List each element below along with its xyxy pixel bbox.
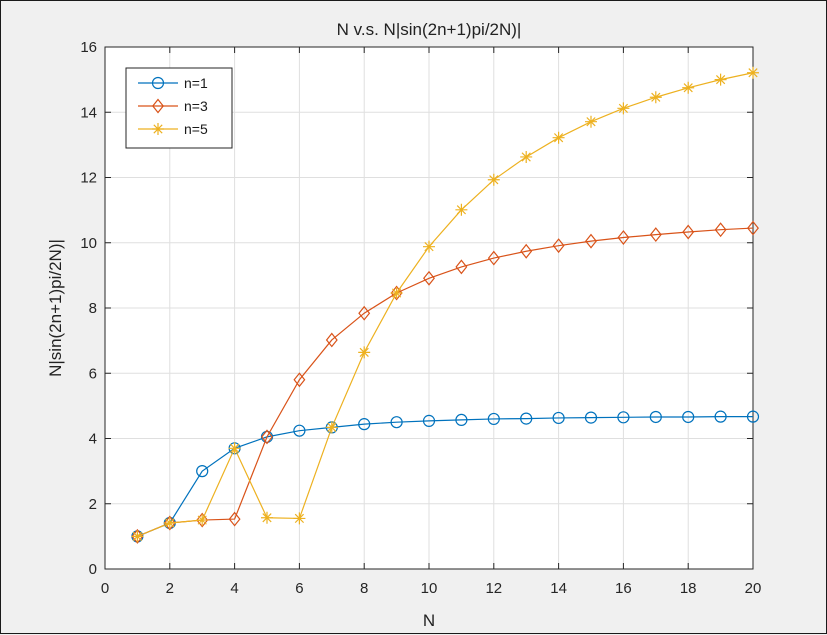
data-point — [293, 512, 306, 525]
data-point — [131, 530, 144, 543]
chart-title: N v.s. N|sin(2n+1)pi/2N)| — [337, 20, 522, 39]
legend-label: n=5 — [184, 121, 208, 137]
data-point — [163, 515, 176, 531]
data-point — [617, 230, 630, 245]
data-point — [163, 516, 176, 529]
legend-marker — [151, 76, 165, 90]
data-point — [196, 514, 209, 527]
data-point — [325, 421, 338, 434]
x-tick-label: 20 — [745, 580, 762, 597]
y-tick-label: 0 — [89, 561, 97, 578]
series-3 — [131, 66, 759, 543]
data-point — [552, 238, 565, 254]
data-point — [325, 332, 338, 348]
data-point — [196, 512, 209, 528]
x-tick-label: 2 — [166, 580, 174, 597]
data-point — [617, 102, 630, 115]
data-point — [682, 224, 695, 240]
series-2 — [131, 220, 759, 544]
data-point — [455, 259, 468, 275]
data-point — [714, 73, 727, 86]
y-tick-label: 8 — [89, 300, 97, 317]
data-point — [358, 346, 371, 359]
series-line — [137, 72, 754, 537]
data-point — [584, 411, 598, 424]
y-tick-label: 14 — [80, 104, 97, 121]
data-point — [520, 412, 533, 425]
data-point — [649, 91, 662, 104]
y-tick-label: 2 — [89, 496, 97, 513]
x-tick-label: 6 — [295, 580, 303, 597]
data-point — [358, 305, 371, 321]
data-point — [617, 411, 630, 424]
data-point — [228, 511, 241, 527]
data-point — [682, 81, 695, 94]
x-tick-label: 4 — [230, 580, 238, 597]
x-tick-label: 18 — [680, 580, 697, 597]
data-point — [714, 410, 727, 423]
data-point — [455, 413, 468, 427]
data-point — [552, 411, 565, 425]
data-point — [390, 285, 403, 301]
data-point — [293, 372, 306, 388]
legend-label: n=3 — [184, 98, 208, 114]
y-axis-label: N|sin(2n+1)pi/2N)| — [46, 239, 65, 377]
x-tick-label: 8 — [360, 580, 368, 597]
x-tick-label: 12 — [485, 580, 502, 597]
data-point — [358, 418, 371, 431]
data-point — [649, 227, 662, 243]
legend-box — [125, 67, 233, 149]
data-point — [423, 240, 435, 253]
data-point — [682, 410, 695, 424]
data-point — [649, 410, 662, 424]
data-point — [520, 243, 533, 259]
x-tick-label: 10 — [421, 580, 438, 597]
y-tick-label: 10 — [80, 235, 97, 252]
data-point — [131, 528, 144, 544]
data-point — [487, 250, 500, 266]
data-point — [487, 412, 500, 426]
y-tick-label: 16 — [80, 39, 97, 56]
data-point — [422, 414, 436, 427]
legend-marker — [152, 123, 164, 135]
data-point — [747, 66, 759, 79]
data-point — [261, 511, 273, 524]
data-point — [261, 429, 273, 445]
x-tick-label: 14 — [550, 580, 567, 597]
y-tick-label: 4 — [89, 431, 97, 448]
y-tick-label: 12 — [80, 170, 97, 187]
x-tick-label: 16 — [615, 580, 632, 597]
data-point — [423, 270, 435, 286]
data-point — [747, 220, 759, 236]
data-point — [228, 442, 241, 455]
legend: n=1 n=3 n=5 — [125, 67, 233, 149]
data-point — [714, 222, 727, 238]
data-point — [487, 173, 500, 186]
legend-marker — [152, 98, 164, 114]
data-point — [293, 424, 306, 437]
data-point — [390, 416, 403, 429]
x-tick-label: 0 — [101, 580, 109, 597]
data-point — [196, 465, 209, 478]
data-point — [520, 150, 533, 163]
data-point — [390, 286, 403, 299]
legend-label: n=1 — [184, 75, 208, 91]
data-point — [585, 115, 597, 128]
data-point — [585, 233, 597, 249]
data-point — [455, 203, 468, 216]
ticks: 0 2 4 6 8 10 12 14 16 18 20 0 2 4 6 8 10 12 14 16 — [80, 39, 761, 597]
data-point — [552, 131, 565, 144]
data-point — [746, 410, 760, 423]
y-tick-label: 6 — [89, 365, 97, 382]
x-axis-label: N — [423, 611, 435, 630]
